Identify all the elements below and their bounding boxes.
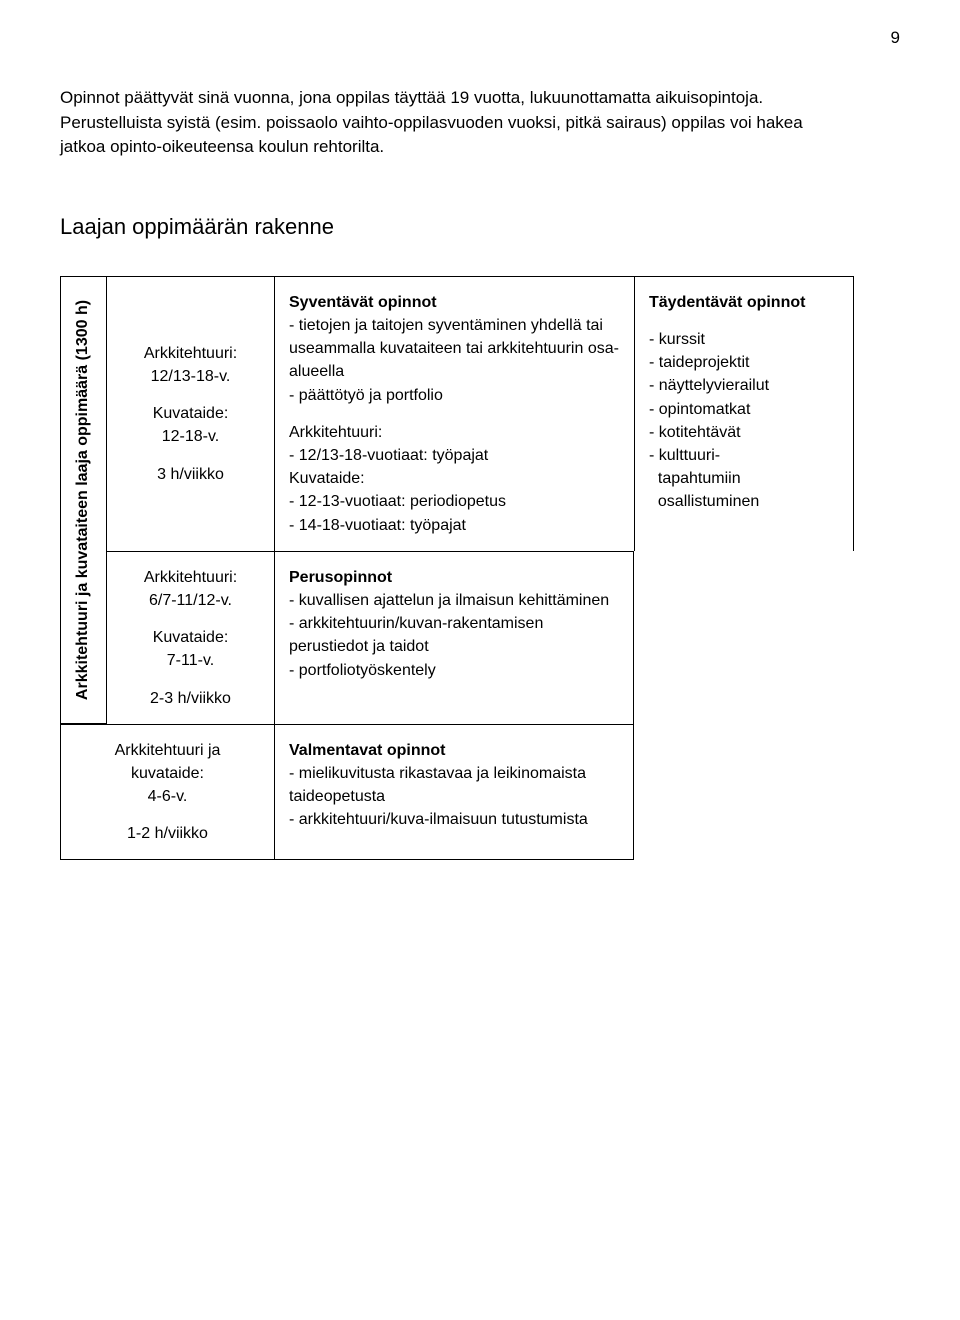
section-heading: Laajan oppimäärän rakenne (60, 214, 900, 240)
curriculum-structure-layout: Arkkitehtuuri ja kuvataiteen laaja oppim… (60, 276, 900, 724)
table-row-preparatory: Arkkitehtuuri ja kuvataide: 4-6-v. 1-2 h… (60, 724, 900, 861)
text: - 12/13-18-vuotiaat: työpajat (289, 444, 620, 467)
text: 7-11-v. (121, 649, 260, 672)
vertical-axis-label-container: Arkkitehtuuri ja kuvataiteen laaja oppim… (60, 276, 106, 724)
cell-heading: Syventävät opinnot (289, 291, 620, 314)
text: 12-18-v. (121, 425, 260, 448)
intro-paragraph: Opinnot päättyvät sinä vuonna, jona oppi… (60, 86, 820, 160)
text: Kuvataide: (289, 467, 620, 490)
text: tapahtumiin (649, 467, 839, 490)
row2-mid-cell: Perusopinnot - kuvallisen ajattelun ja i… (274, 551, 634, 724)
vertical-axis-label: Arkkitehtuuri ja kuvataiteen laaja oppim… (75, 300, 93, 700)
text: 4-6-v. (75, 785, 260, 808)
row3-left-cell: Arkkitehtuuri ja kuvataide: 4-6-v. 1-2 h… (60, 724, 274, 861)
text: 6/7-11/12-v. (121, 589, 260, 612)
text: 12/13-18-v. (121, 365, 260, 388)
text: 3 h/viikko (121, 463, 260, 486)
cell-heading: Täydentävät opinnot (649, 291, 839, 314)
row1-left-cell: Arkkitehtuuri: 12/13-18-v. Kuvataide: 12… (106, 276, 274, 551)
text: - taideprojektit (649, 351, 839, 374)
text: Arkkitehtuuri: (121, 566, 260, 589)
text: - mielikuvitusta rikastavaa ja leikinoma… (289, 762, 619, 808)
text: - kulttuuri- (649, 444, 839, 467)
page-number: 9 (891, 28, 900, 48)
text: Arkkitehtuuri: (289, 421, 620, 444)
text: - näyttelyvierailut (649, 374, 839, 397)
text: - arkkitehtuurin/kuvan-rakentamisen peru… (289, 612, 619, 658)
text: - arkkitehtuuri/kuva-ilmaisuun tutustumi… (289, 808, 619, 831)
row2-left-cell: Arkkitehtuuri: 6/7-11/12-v. Kuvataide: 7… (106, 551, 274, 724)
table-row-basics: Arkkitehtuuri: 6/7-11/12-v. Kuvataide: 7… (106, 551, 900, 724)
cell-heading: Perusopinnot (289, 566, 619, 589)
text: Kuvataide: (121, 626, 260, 649)
text: - opintomatkat (649, 398, 839, 421)
text: - 12-13-vuotiaat: periodiopetus (289, 490, 620, 513)
text: - kotitehtävät (649, 421, 839, 444)
rows-container: Arkkitehtuuri: 12/13-18-v. Kuvataide: 12… (106, 276, 900, 724)
text: 1-2 h/viikko (75, 822, 260, 845)
cell-heading: Valmentavat opinnot (289, 739, 619, 762)
text: Arkkitehtuuri: (121, 342, 260, 365)
text: osallistuminen (649, 490, 839, 513)
text: Kuvataide: (121, 402, 260, 425)
text: - portfoliotyöskentely (289, 659, 619, 682)
text: - päättötyö ja portfolio (289, 384, 620, 407)
text: - tietojen ja taitojen syventäminen yhde… (289, 314, 620, 384)
text: 2-3 h/viikko (121, 687, 260, 710)
row1-mid-cell: Syventävät opinnot - tietojen ja taitoje… (274, 276, 634, 551)
text: - kuvallisen ajattelun ja ilmaisun kehit… (289, 589, 619, 612)
text: Arkkitehtuuri ja (75, 739, 260, 762)
text: kuvataide: (75, 762, 260, 785)
row3-mid-cell: Valmentavat opinnot - mielikuvitusta rik… (274, 724, 634, 861)
text: - 14-18-vuotiaat: työpajat (289, 514, 620, 537)
row1-right-cell: Täydentävät opinnot - kurssit - taidepro… (634, 276, 854, 551)
text: - kurssit (649, 328, 839, 351)
table-row-advanced: Arkkitehtuuri: 12/13-18-v. Kuvataide: 12… (106, 276, 900, 551)
